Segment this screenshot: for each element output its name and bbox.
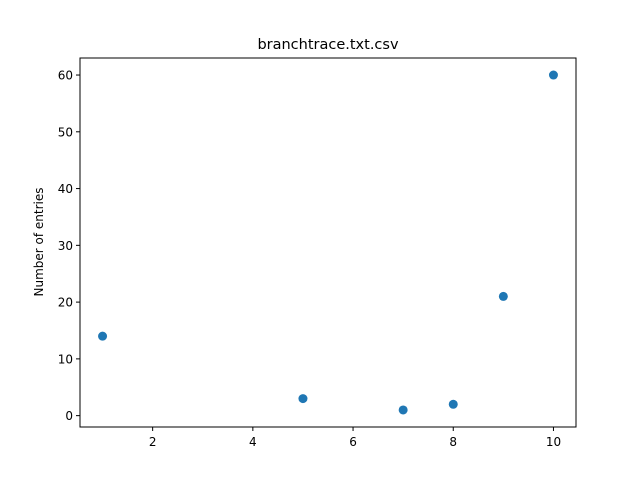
y-tick-label: 30 (58, 239, 73, 253)
x-tick-label: 4 (249, 435, 257, 449)
data-point (398, 405, 408, 415)
data-point (448, 399, 458, 409)
y-axis: 0 10 20 30 40 50 60 (58, 69, 80, 423)
x-tick-label: 10 (546, 435, 561, 449)
y-tick-label: 60 (58, 69, 73, 83)
plot-frame (79, 57, 577, 428)
y-axis-label: Number of entries (32, 188, 46, 297)
y-tick-label: 10 (58, 352, 73, 366)
y-tick-label: 20 (58, 296, 73, 310)
plot-points (98, 70, 558, 415)
y-tick-label: 50 (58, 125, 73, 139)
data-point (498, 291, 508, 301)
data-point (298, 394, 308, 404)
y-tick-label: 40 (58, 182, 73, 196)
data-point (548, 70, 558, 80)
x-tick-label: 6 (349, 435, 357, 449)
x-tick-label: 2 (149, 435, 157, 449)
data-point (98, 331, 108, 341)
x-tick-label: 8 (449, 435, 457, 449)
y-tick-label: 0 (65, 409, 73, 423)
x-axis: 2 4 6 8 10 (149, 427, 561, 449)
chart-title: branchtrace.txt.csv (257, 37, 399, 53)
